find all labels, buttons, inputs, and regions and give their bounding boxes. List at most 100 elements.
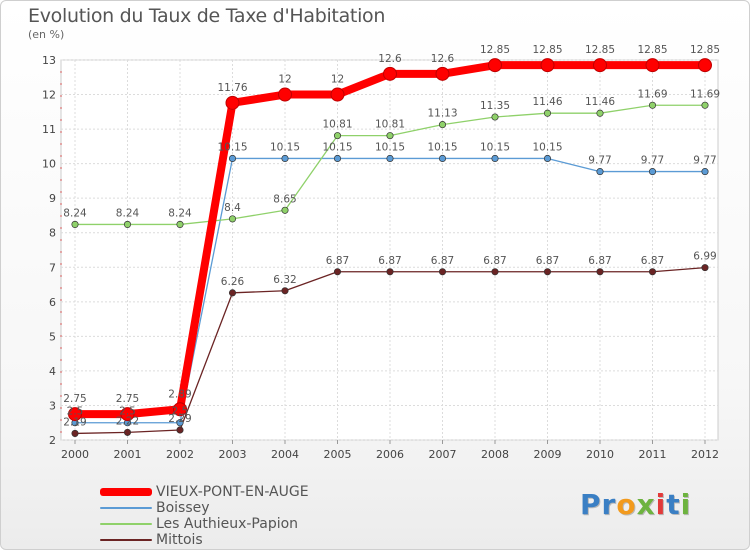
data-label: 6.32 xyxy=(273,274,296,286)
data-label: 12.6 xyxy=(431,53,455,65)
legend-swatch xyxy=(100,539,152,541)
data-label: 11.76 xyxy=(217,82,247,94)
data-label: 6.87 xyxy=(326,255,349,267)
data-point xyxy=(596,268,604,276)
x-tick-label: 2011 xyxy=(639,448,667,461)
data-label: 6.26 xyxy=(221,276,245,288)
data-label: 9.77 xyxy=(588,155,611,167)
data-label: 6.87 xyxy=(378,255,401,267)
legend-swatch xyxy=(100,523,152,525)
x-tick-label: 2001 xyxy=(114,448,142,461)
data-point xyxy=(543,154,552,163)
data-label: 2.75 xyxy=(116,393,139,405)
data-label: 10.15 xyxy=(532,141,562,153)
logo-letter: o xyxy=(616,488,637,521)
data-label: 10.81 xyxy=(375,119,405,131)
y-tick-label: 5 xyxy=(49,330,56,343)
data-point xyxy=(438,154,447,163)
data-point xyxy=(333,132,342,140)
data-label: 10.15 xyxy=(270,141,300,153)
logo-letter: t xyxy=(666,488,681,521)
y-tick-label: 2 xyxy=(49,434,56,447)
logo-letter: i xyxy=(680,488,692,521)
data-point xyxy=(228,289,237,297)
data-label: 2.5 xyxy=(67,406,84,418)
x-tick-label: 2006 xyxy=(376,448,404,461)
data-point xyxy=(330,87,345,102)
data-label: 2.75 xyxy=(63,393,86,405)
data-label: 8.4 xyxy=(224,202,241,214)
y-tick-label: 8 xyxy=(49,227,56,240)
data-label: 2.19 xyxy=(63,416,86,428)
data-point xyxy=(435,66,450,81)
data-point xyxy=(543,268,552,276)
data-point xyxy=(491,268,499,276)
data-label: 12 xyxy=(331,74,344,86)
data-label: 11.46 xyxy=(585,96,615,108)
data-label: 11.13 xyxy=(427,108,457,120)
data-point xyxy=(333,154,342,163)
data-point xyxy=(71,220,79,228)
data-label: 2.5 xyxy=(119,406,136,418)
data-point xyxy=(278,87,292,102)
data-point xyxy=(645,58,660,73)
data-point xyxy=(701,168,709,176)
logo-letter: x xyxy=(636,488,656,521)
data-label: 11.69 xyxy=(637,88,667,100)
legend-swatch xyxy=(100,488,152,496)
data-label: 6.87 xyxy=(588,255,611,267)
data-point xyxy=(228,154,237,163)
data-label: 12.85 xyxy=(480,44,510,56)
legend-label: Les Authieux-Papion xyxy=(156,516,299,532)
data-point xyxy=(176,419,184,427)
data-point xyxy=(225,95,240,110)
data-label: 12.85 xyxy=(532,44,562,56)
data-label: 10.15 xyxy=(322,141,352,153)
y-tick-label: 6 xyxy=(49,296,56,309)
y-tick-label: 7 xyxy=(49,261,56,274)
data-label: 11.46 xyxy=(532,96,562,108)
data-point xyxy=(491,154,499,163)
chart-title: Evolution du Taux de Taxe d'Habitation xyxy=(28,5,386,27)
y-tick-label: 13 xyxy=(42,54,56,67)
data-point xyxy=(71,429,79,437)
data-point xyxy=(281,154,289,163)
y-tick-label: 9 xyxy=(49,192,56,205)
data-label: 10.15 xyxy=(427,141,457,153)
chart-unit-label: (en %) xyxy=(28,28,65,41)
y-tick-label: 4 xyxy=(49,365,56,378)
data-point xyxy=(593,58,607,73)
data-label: 12 xyxy=(278,74,291,86)
data-point xyxy=(176,220,184,228)
y-tick-label: 3 xyxy=(49,399,56,412)
logo-letter: i xyxy=(655,488,667,521)
x-tick-label: 2007 xyxy=(429,448,457,461)
data-point xyxy=(123,220,132,228)
data-point xyxy=(383,66,397,81)
data-label: 11.69 xyxy=(690,88,720,100)
data-label: 8.24 xyxy=(116,207,140,219)
data-label: 6.87 xyxy=(536,255,559,267)
data-point xyxy=(488,58,502,73)
logo-letter: r xyxy=(601,488,617,521)
x-tick-label: 2004 xyxy=(271,448,299,461)
data-point xyxy=(540,58,555,73)
x-tick-label: 2009 xyxy=(534,448,562,461)
data-point xyxy=(386,268,394,276)
data-label: 2.22 xyxy=(116,415,139,427)
data-point xyxy=(120,407,135,422)
data-point xyxy=(386,154,394,163)
data-label: 2.89 xyxy=(168,388,191,400)
data-point xyxy=(543,109,552,117)
data-label: 9.77 xyxy=(693,155,716,167)
data-point xyxy=(228,215,237,223)
data-label: 2.5 xyxy=(172,406,189,418)
x-tick-label: 2008 xyxy=(481,448,509,461)
data-point xyxy=(281,287,289,295)
data-label: 10.81 xyxy=(322,119,352,131)
data-label: 6.87 xyxy=(483,255,506,267)
x-tick-label: 2010 xyxy=(586,448,614,461)
data-point xyxy=(333,268,342,276)
data-point xyxy=(648,101,657,109)
data-point xyxy=(123,428,132,436)
